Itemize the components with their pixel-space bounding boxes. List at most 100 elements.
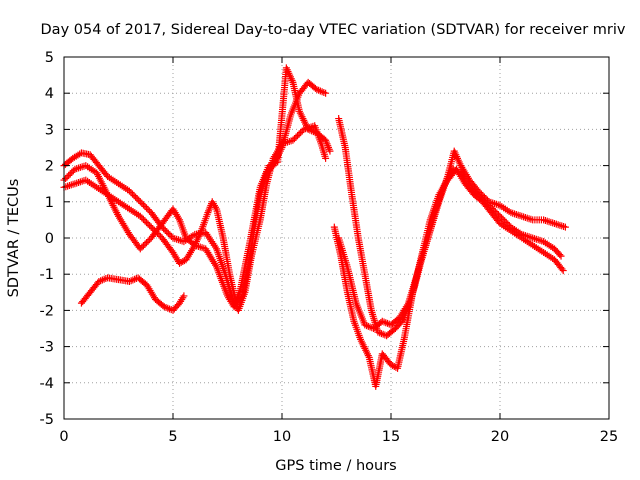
x-tick-label: 15 <box>382 429 400 445</box>
data-point <box>289 136 297 144</box>
y-axis-label: SDTVAR / TECUs <box>6 179 22 298</box>
data-point <box>138 214 146 222</box>
data-point <box>499 215 507 223</box>
x-tick-label: 25 <box>600 429 618 445</box>
data-point <box>141 202 149 210</box>
data-point <box>326 147 334 155</box>
series-track-4 <box>77 274 188 314</box>
data-point <box>322 154 330 162</box>
y-tick-label: 3 <box>45 122 54 138</box>
y-tick-label: 0 <box>45 231 54 247</box>
data-point <box>133 195 141 203</box>
data-point <box>547 218 555 226</box>
data-point <box>501 217 509 225</box>
data-point <box>130 192 138 200</box>
data-point <box>480 197 488 205</box>
series-track-2 <box>60 78 330 307</box>
data-point <box>71 165 79 173</box>
y-tick-label: 5 <box>45 50 54 66</box>
data-point <box>561 223 569 231</box>
data-point <box>141 217 149 225</box>
data-point <box>76 178 84 186</box>
y-tick-label: -4 <box>40 376 54 392</box>
data-point <box>532 235 540 243</box>
x-tick-label: 10 <box>273 429 291 445</box>
data-point <box>139 201 147 209</box>
y-tick-label: 4 <box>45 86 54 102</box>
data-point <box>477 194 485 202</box>
data-point <box>67 181 75 189</box>
data-point <box>161 226 169 234</box>
data-point <box>127 188 135 196</box>
series-track-3 <box>60 64 334 311</box>
series-track-5 <box>335 115 569 340</box>
data-point <box>143 218 151 226</box>
data-point <box>512 210 520 218</box>
data-point <box>541 217 549 225</box>
data-point <box>520 213 528 221</box>
series-track-7 <box>335 165 565 332</box>
data-point <box>556 221 564 229</box>
data-point <box>125 187 133 195</box>
data-point <box>494 211 502 219</box>
data-point <box>484 200 492 208</box>
y-tick-label: 1 <box>45 195 54 211</box>
data-point <box>139 242 147 250</box>
data-point <box>518 212 526 220</box>
data-point <box>62 183 70 191</box>
data-point <box>294 132 302 140</box>
data-point <box>180 292 188 300</box>
data-point <box>322 89 330 97</box>
data-point <box>163 228 171 236</box>
data-point <box>147 223 155 231</box>
data-point <box>558 222 566 230</box>
data-point <box>64 182 72 190</box>
y-tick-label: -5 <box>40 412 54 428</box>
data-point <box>527 215 535 223</box>
data-point <box>545 218 553 226</box>
data-point <box>523 214 531 222</box>
data-point <box>174 236 182 244</box>
data-point <box>521 213 529 221</box>
data-point <box>559 267 567 275</box>
data-point <box>196 243 204 251</box>
data-point <box>491 208 499 216</box>
data-point <box>560 223 568 231</box>
data-point <box>479 195 487 203</box>
data-point <box>516 212 524 220</box>
data-point <box>68 168 76 176</box>
data-point <box>75 178 83 186</box>
data-point <box>531 235 539 243</box>
data-point <box>143 239 151 247</box>
data-point <box>474 191 482 199</box>
data-point <box>169 234 177 242</box>
data-point <box>65 182 73 190</box>
data-point <box>488 205 496 213</box>
data-point <box>136 212 144 220</box>
data-point <box>525 215 533 223</box>
data-point <box>65 171 73 179</box>
data-point <box>476 192 484 200</box>
data-point <box>138 199 146 207</box>
data-point <box>551 220 558 228</box>
data-point <box>166 231 174 239</box>
data-point <box>139 215 147 223</box>
data-point <box>543 217 551 225</box>
data-point <box>80 177 88 185</box>
y-tick-label: -2 <box>40 303 54 319</box>
data-point <box>487 203 495 211</box>
data-point <box>66 170 74 178</box>
data-point <box>554 221 562 229</box>
data-point <box>297 129 305 137</box>
data-point <box>290 135 298 143</box>
data-point <box>138 243 146 251</box>
data-point <box>63 173 71 181</box>
y-tick-label: -3 <box>40 340 54 356</box>
data-point <box>141 240 149 248</box>
data-point <box>485 201 493 209</box>
y-tick-label: 2 <box>45 159 54 175</box>
x-axis-label: GPS time / hours <box>275 458 396 474</box>
data-point <box>514 211 522 219</box>
